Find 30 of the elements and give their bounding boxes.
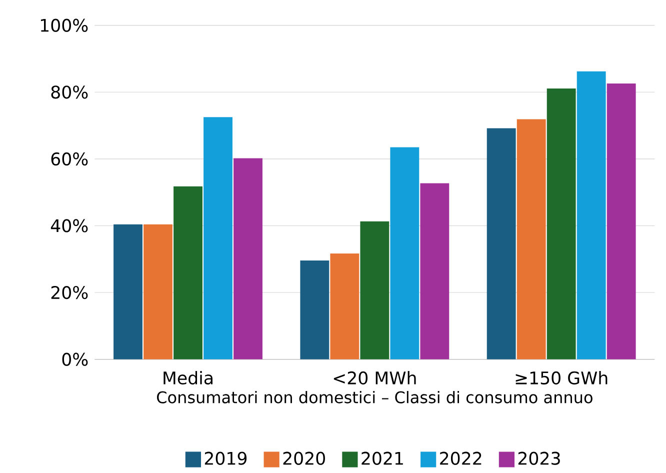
bar bbox=[360, 222, 390, 360]
y-tick-label: 60% bbox=[51, 152, 88, 166]
y-tick-label: 100% bbox=[40, 18, 88, 32]
bar bbox=[300, 260, 330, 360]
legend-label: 2019 bbox=[204, 452, 247, 466]
x-axis-title: Consumatori non domestici – Classi di consumo annuo bbox=[157, 391, 592, 404]
y-tick-label: 80% bbox=[51, 86, 88, 99]
bar bbox=[486, 128, 516, 360]
bar bbox=[234, 158, 262, 360]
y-tick-label: 20% bbox=[51, 286, 88, 300]
legend-label: 2021 bbox=[362, 452, 403, 466]
bar bbox=[330, 254, 360, 360]
bar bbox=[546, 88, 576, 360]
x-tick-label: <20 MWh bbox=[334, 371, 416, 385]
x-tick-label: Media bbox=[164, 371, 212, 385]
bar bbox=[204, 117, 232, 360]
legend-label: 2023 bbox=[518, 452, 560, 466]
bar bbox=[114, 224, 142, 360]
bar bbox=[390, 147, 420, 360]
y-tick-label: 0% bbox=[62, 352, 88, 366]
bar bbox=[144, 224, 172, 360]
y-tick-label: 40% bbox=[50, 219, 88, 233]
legend-label: 2020 bbox=[283, 452, 325, 466]
legend-label: 2022 bbox=[440, 452, 482, 466]
x-tick-label: ≥150 GWh bbox=[516, 371, 608, 385]
bar bbox=[576, 72, 606, 360]
bar bbox=[516, 119, 546, 360]
bar bbox=[606, 84, 636, 360]
bar bbox=[174, 186, 202, 360]
bar bbox=[420, 184, 450, 360]
